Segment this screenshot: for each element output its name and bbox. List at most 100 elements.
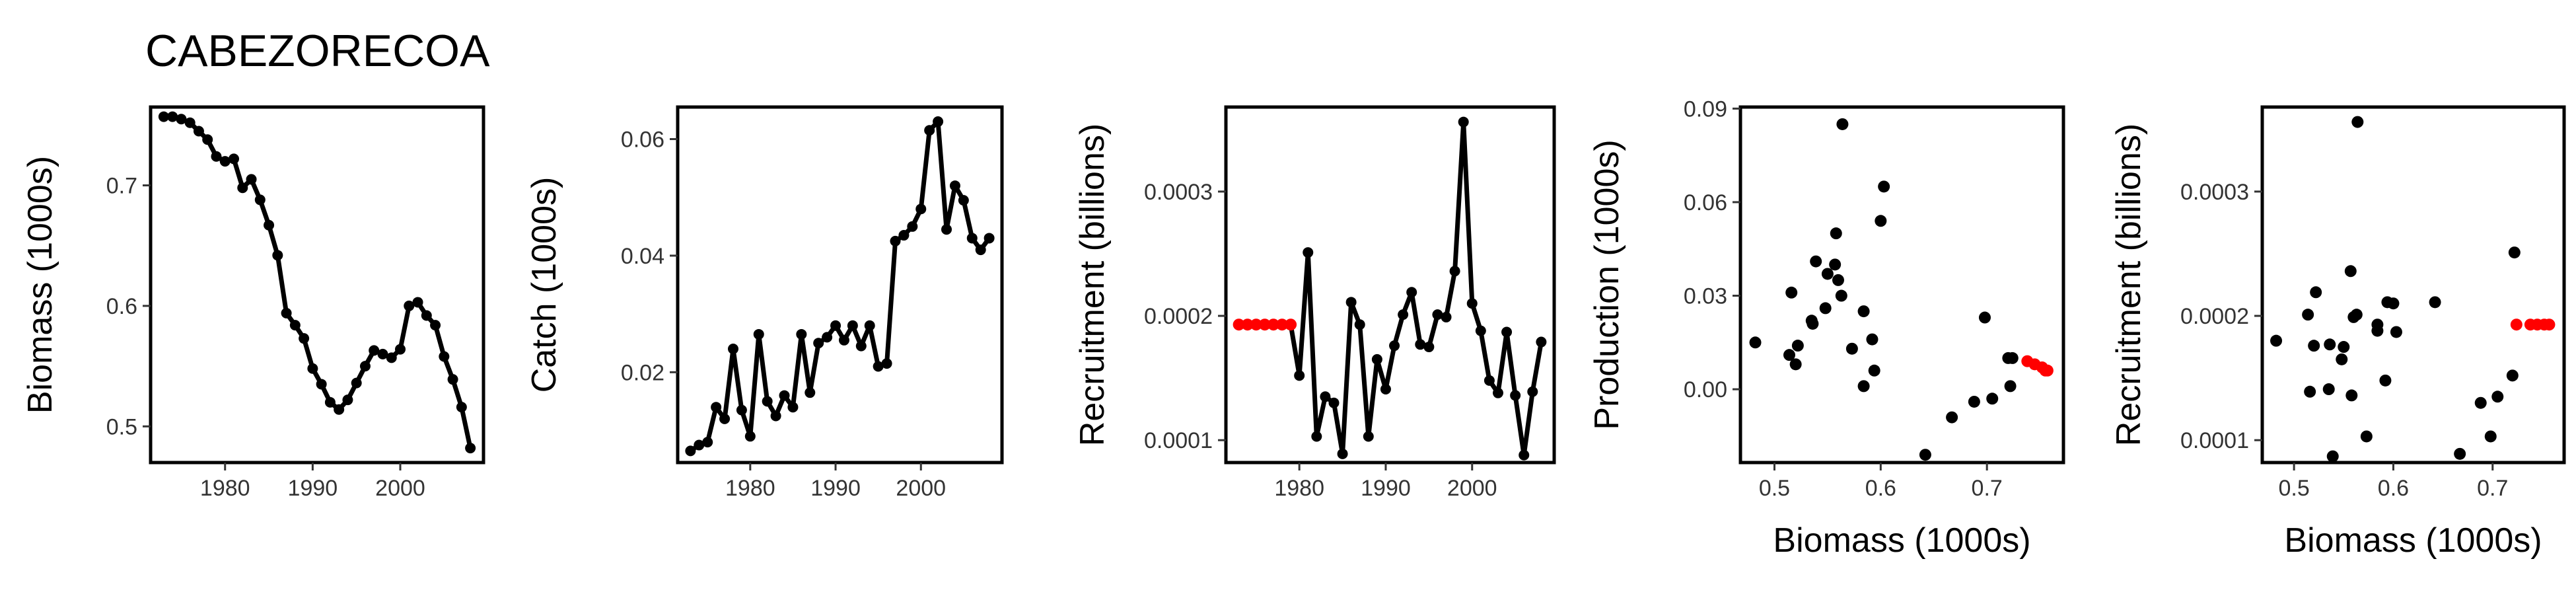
data-point (855, 340, 867, 352)
panel-biomass: 0.5 0.6 0.7 1980 1990 2000 Biomass (1000s) (21, 105, 485, 501)
data-point (1294, 370, 1305, 381)
scatter-point (2429, 296, 2441, 309)
scatter-point (1866, 333, 1878, 346)
panel-catch: 0.02 0.04 0.06 1980 1990 2000 Catch (1000s) (525, 105, 1004, 501)
data-point (805, 387, 816, 398)
data-point (787, 402, 799, 413)
plot-frame (1224, 105, 1556, 465)
x-tick-label: 1990 (1361, 476, 1411, 501)
data-point (307, 363, 318, 374)
data-point (719, 413, 731, 424)
scatter-point (2506, 369, 2519, 382)
scatter-point (2006, 352, 2019, 364)
data-point (744, 431, 756, 442)
x-tick-label: 1980 (725, 476, 775, 501)
x-tick-label: 1980 (1274, 476, 1324, 501)
data-point (1536, 336, 1547, 348)
data-point (890, 235, 901, 246)
data-point (1303, 247, 1314, 258)
data-point (1389, 340, 1400, 352)
scatter-point (2350, 309, 2363, 321)
panel-recruitment-time: 0.0001 0.0002 0.0003 1980 1990 2000 Recruitmen… (1073, 105, 1556, 501)
data-point (685, 445, 696, 457)
highlight-point (1258, 318, 1271, 331)
data-point (966, 233, 978, 244)
data-point (456, 402, 467, 413)
data-point (167, 111, 178, 122)
data-point (838, 334, 849, 346)
data-point (1475, 325, 1486, 336)
scatter-point (2491, 391, 2504, 403)
series-line (1288, 120, 1544, 458)
data-point (264, 219, 275, 231)
scatter-point (1835, 289, 1847, 302)
plot-frame (1738, 105, 2065, 465)
y-axis-label: Catch (1000s) (525, 177, 563, 393)
data-point (1380, 384, 1391, 395)
data-point (753, 328, 764, 340)
scatter-point (2390, 326, 2402, 338)
x-tick-label: 2000 (896, 476, 946, 501)
scatter-point (2302, 309, 2314, 321)
data-point (898, 230, 910, 241)
data-point (1441, 311, 1452, 322)
scatter-point (1821, 268, 1834, 280)
scatter-point (1783, 349, 1795, 361)
scatter-point (1785, 286, 1798, 299)
scatter-point (1749, 336, 1762, 349)
data-point (727, 344, 738, 355)
scatter-point (2484, 430, 2497, 443)
data-point (694, 439, 705, 451)
data-point (1519, 449, 1530, 461)
data-point (779, 390, 790, 401)
data-point (324, 396, 336, 408)
data-point (984, 233, 995, 244)
data-point (281, 307, 292, 318)
data-point (711, 402, 722, 413)
data-point (847, 320, 858, 331)
x-tick-label: 2000 (1447, 476, 1497, 501)
y-tick-label: 0.04 (621, 244, 664, 269)
y-tick-label: 0.6 (106, 294, 137, 319)
panel-production-biomass: 0.00 0.03 0.06 0.09 0.5 0.6 0.7 Production (100… (1588, 96, 2065, 560)
y-axis-label: Biomass (1000s) (21, 156, 59, 414)
data-point (1432, 309, 1443, 320)
data-point (1337, 448, 1348, 459)
data-point (193, 126, 204, 137)
data-point (421, 310, 432, 321)
panel-recruitment-biomass: 0.0001 0.0002 0.0003 0.5 0.6 0.7 Recruitment (… (2110, 105, 2566, 560)
y-tick-label: 0.0001 (1144, 428, 1213, 453)
y-tick-label: 0.00 (1684, 377, 1727, 402)
data-point (958, 195, 969, 206)
data-point (254, 194, 266, 206)
data-point (762, 396, 773, 407)
data-point (907, 221, 918, 232)
figure-title: CABEZORECOA (145, 26, 490, 76)
data-point (873, 361, 884, 372)
x-tick-label: 1990 (288, 476, 338, 501)
x-tick-label: 1980 (200, 476, 250, 501)
highlight-point (1241, 318, 1254, 331)
highlight-point (2041, 364, 2054, 377)
data-point (219, 156, 231, 167)
plot-frame (676, 105, 1004, 465)
data-point (830, 320, 841, 331)
x-tick-label: 1990 (810, 476, 861, 501)
scatter-point (1946, 411, 1958, 424)
y-tick-label: 0.03 (1684, 284, 1727, 309)
x-tick-label: 0.5 (2278, 476, 2309, 501)
scatter-point (1878, 180, 1890, 193)
highlight-point (1267, 318, 1279, 331)
data-point (377, 348, 388, 359)
data-point (176, 114, 187, 125)
scatter-point (2270, 334, 2283, 347)
scatter-point (2344, 265, 2357, 278)
data-point (246, 174, 257, 185)
highlight-point (2543, 318, 2556, 331)
data-point (334, 404, 345, 415)
data-point (949, 180, 960, 192)
scatter-point (1810, 255, 1822, 268)
data-point (1311, 431, 1322, 442)
data-point (211, 151, 222, 162)
highlight-point (1285, 318, 1297, 331)
